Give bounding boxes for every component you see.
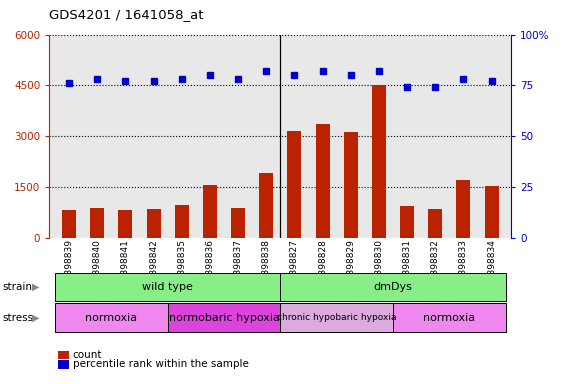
Text: GDS4201 / 1641058_at: GDS4201 / 1641058_at — [49, 8, 204, 21]
Bar — [203, 185, 217, 238]
Bar — [288, 131, 302, 238]
Text: wild type: wild type — [142, 282, 193, 292]
Bar — [119, 210, 132, 238]
Bar — [456, 180, 471, 238]
Bar — [231, 208, 245, 238]
Bar — [146, 209, 160, 238]
Text: ▶: ▶ — [33, 282, 40, 292]
Text: chronic hypobaric hypoxia: chronic hypobaric hypoxia — [277, 313, 396, 322]
Text: ▶: ▶ — [33, 313, 40, 323]
Bar — [62, 210, 76, 238]
Bar — [175, 205, 189, 238]
Text: normobaric hypoxia: normobaric hypoxia — [168, 313, 279, 323]
Bar — [400, 206, 414, 238]
Bar — [315, 124, 329, 238]
Bar — [428, 209, 442, 238]
Bar — [344, 132, 358, 238]
Text: normoxia: normoxia — [85, 313, 138, 323]
Bar — [485, 186, 498, 238]
Text: dmDys: dmDys — [374, 282, 413, 292]
Bar — [90, 207, 105, 238]
Text: normoxia: normoxia — [423, 313, 475, 323]
Text: stress: stress — [3, 313, 34, 323]
Text: percentile rank within the sample: percentile rank within the sample — [73, 359, 249, 369]
Text: count: count — [73, 350, 102, 360]
Bar — [372, 86, 386, 238]
Text: strain: strain — [3, 282, 33, 292]
Bar — [259, 173, 273, 238]
